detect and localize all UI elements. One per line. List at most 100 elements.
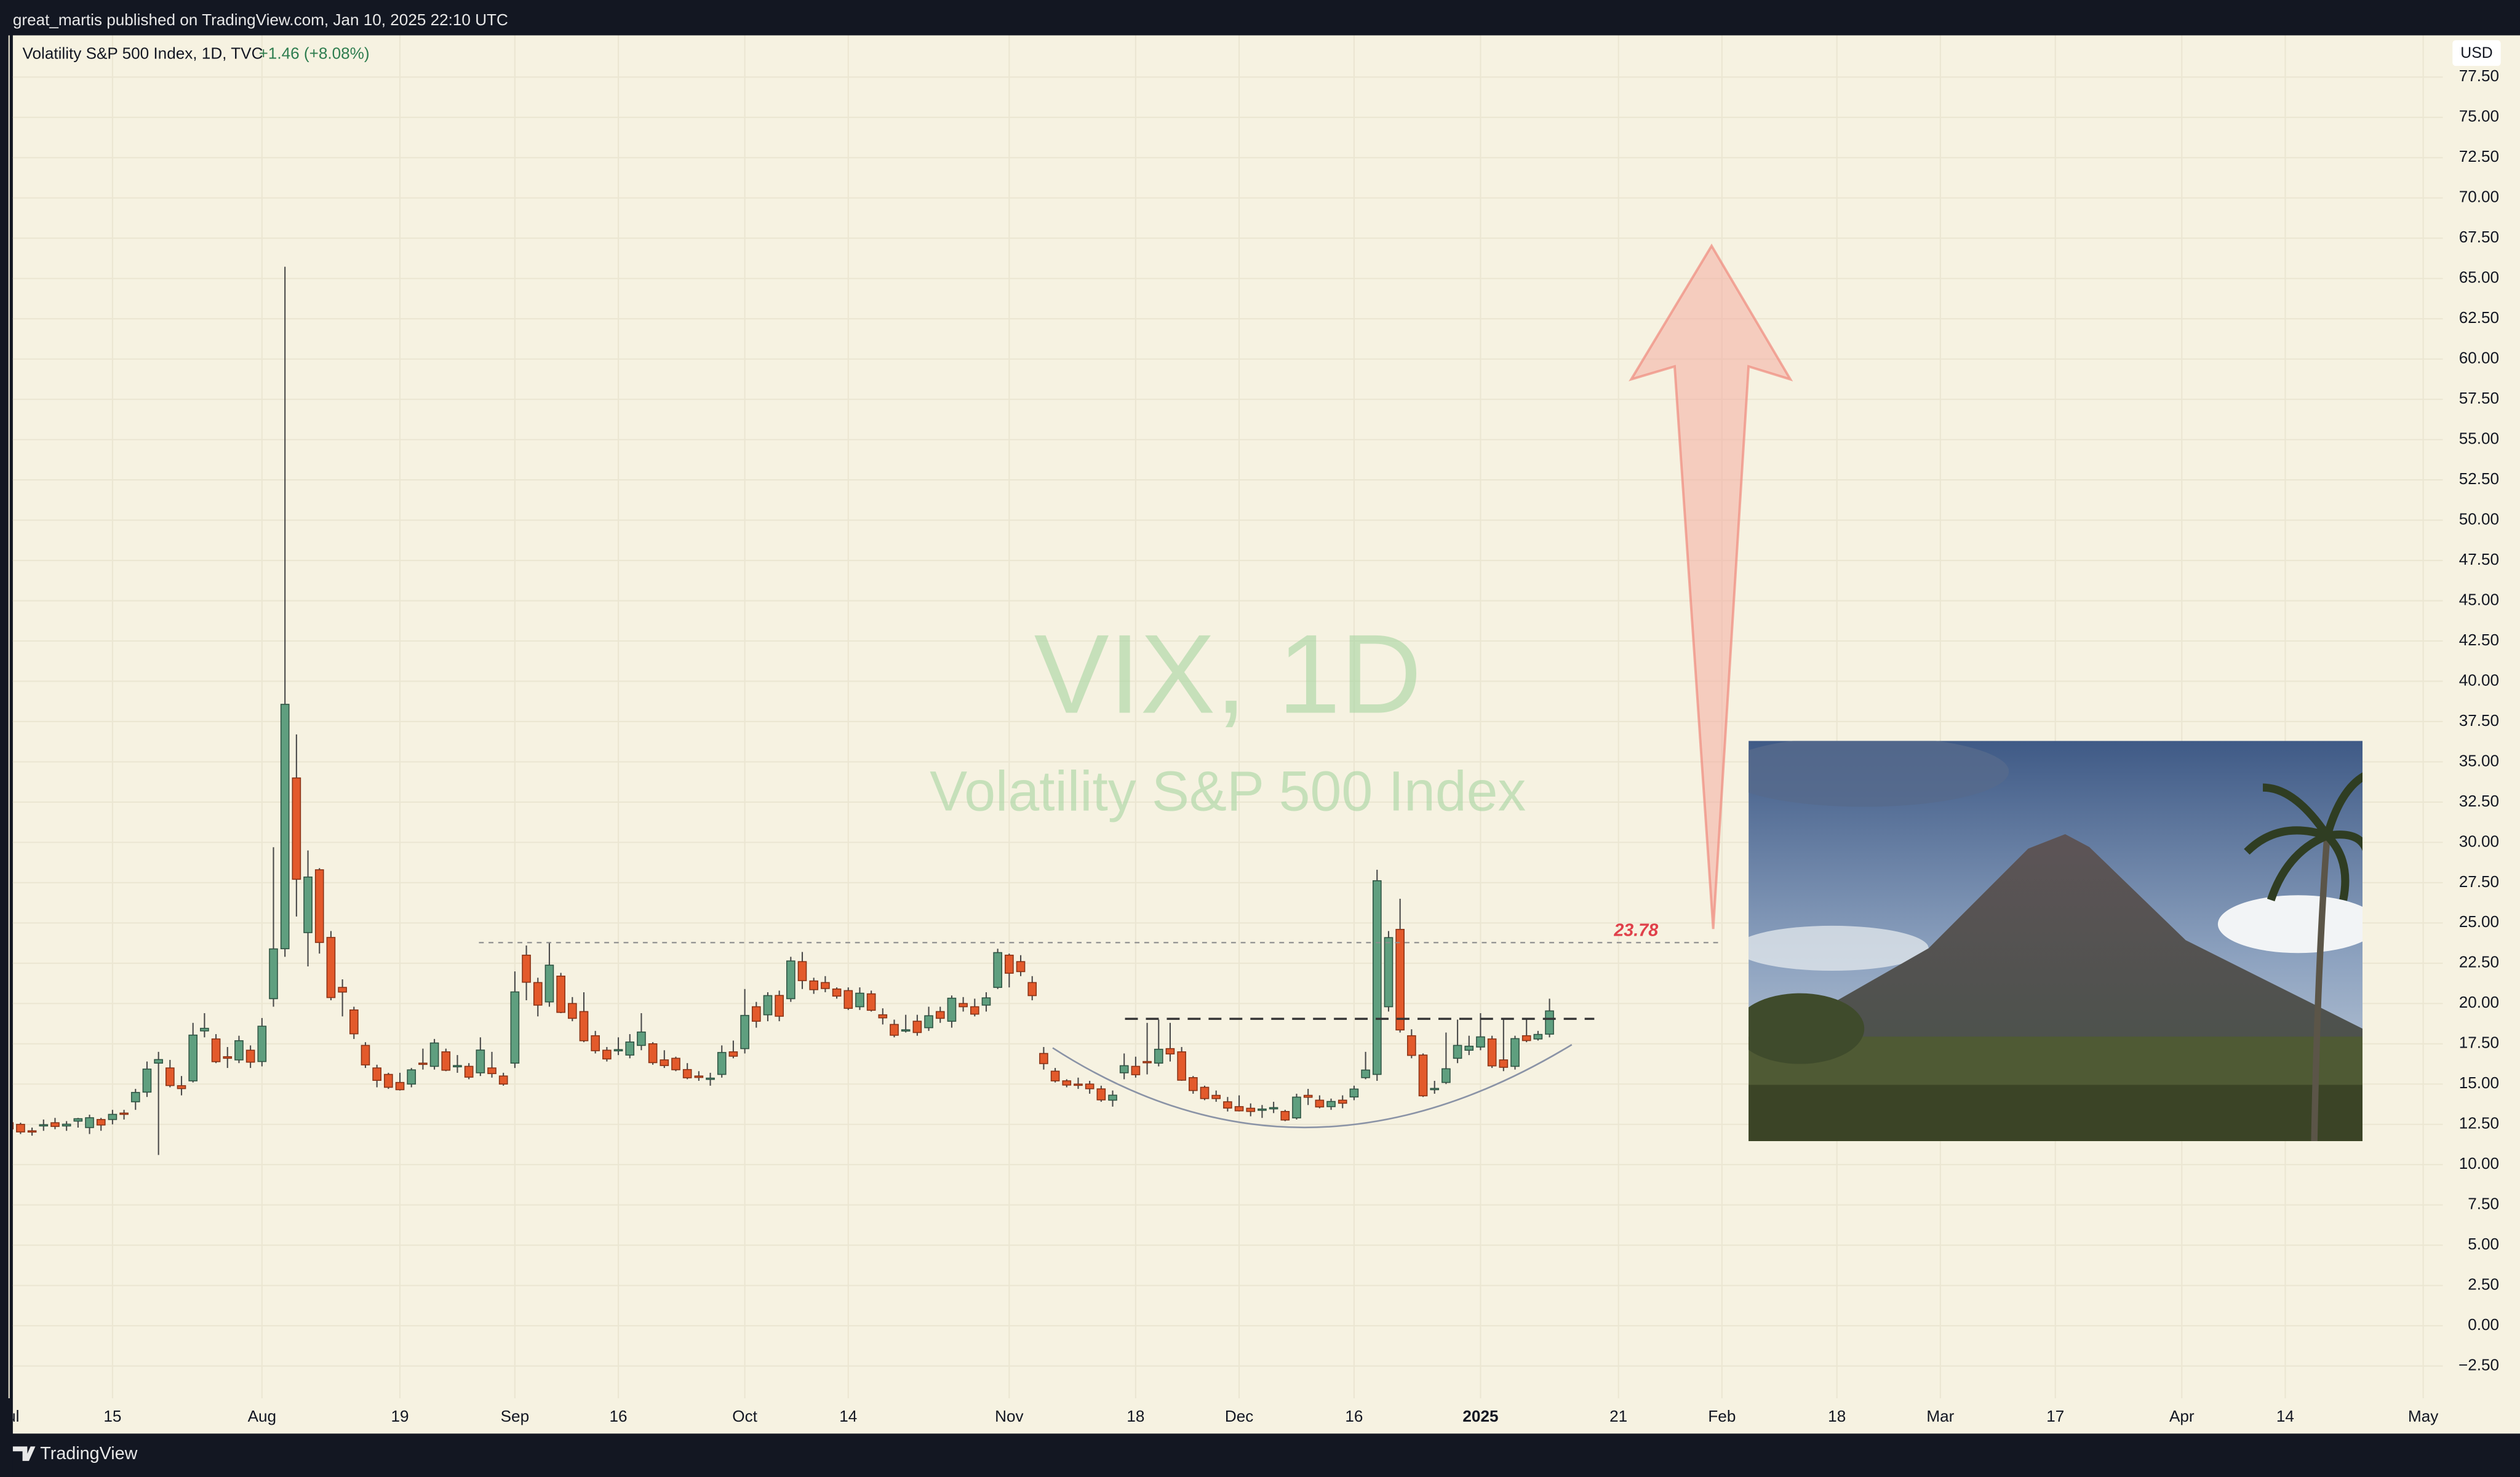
- candle-body: [694, 1075, 704, 1078]
- overlay: 23.78: [479, 921, 1720, 1020]
- y-tick-label: 27.50: [2459, 872, 2499, 891]
- y-tick-label: 0.00: [2468, 1315, 2499, 1334]
- candle-body: [429, 1042, 439, 1067]
- candle-body: [223, 1056, 233, 1059]
- candle-body: [292, 777, 301, 880]
- candle-body: [660, 1059, 669, 1066]
- candle-body: [855, 992, 864, 1008]
- x-tick-label: May: [2408, 1407, 2438, 1425]
- y-tick-label: 10.00: [2459, 1154, 2499, 1172]
- x-tick-label: 18: [1828, 1407, 1846, 1425]
- y-tick-label: 15.00: [2459, 1073, 2499, 1092]
- candle-body: [970, 1006, 979, 1015]
- candle-body: [1349, 1088, 1359, 1097]
- candle-body: [510, 991, 520, 1064]
- candle-body: [1407, 1035, 1416, 1056]
- candle-body: [1074, 1083, 1083, 1086]
- candle-body: [775, 995, 784, 1017]
- candle-body: [556, 975, 565, 1013]
- candle-body: [786, 960, 795, 1000]
- candle-body: [1177, 1051, 1186, 1081]
- y-tick-label: 30.00: [2459, 832, 2499, 850]
- y-tick-label: 52.50: [2459, 469, 2499, 488]
- candle-body: [1361, 1069, 1370, 1078]
- candle-body: [1234, 1106, 1244, 1112]
- candle-body: [1338, 1099, 1347, 1104]
- candle-body: [1223, 1101, 1232, 1109]
- candle-body: [1119, 1065, 1129, 1073]
- x-tick-label: Feb: [1708, 1407, 1736, 1425]
- candle-body: [85, 1117, 94, 1128]
- y-tick-label: 55.00: [2459, 429, 2499, 448]
- candle-body: [1326, 1101, 1336, 1107]
- candle-body: [326, 937, 336, 998]
- candle-body: [1510, 1038, 1520, 1067]
- candle-body: [395, 1081, 405, 1091]
- candle-body: [522, 954, 531, 983]
- candle-body: [1200, 1086, 1210, 1099]
- x-tick-label: 19: [391, 1407, 409, 1425]
- candle-body: [1258, 1109, 1267, 1111]
- y-tick-label: 37.50: [2459, 711, 2499, 730]
- candle-body: [1050, 1070, 1060, 1081]
- level-label: 23.78: [1613, 921, 1658, 941]
- candle-body: [591, 1035, 600, 1051]
- candle-body: [498, 1075, 508, 1085]
- candle-body: [728, 1051, 738, 1057]
- candle-body: [671, 1057, 680, 1070]
- candle-body: [1108, 1094, 1117, 1101]
- footer-bar: [12, 1433, 2520, 1477]
- candle-body: [1142, 1061, 1152, 1064]
- x-tick-label: 14: [839, 1407, 857, 1425]
- candle-body: [1154, 1048, 1163, 1064]
- candle-body: [464, 1065, 474, 1078]
- x-tick-label: Sep: [501, 1407, 529, 1425]
- x-tick-label: 15: [103, 1407, 121, 1425]
- y-tick-label: 50.00: [2459, 509, 2499, 528]
- candle-body: [407, 1069, 417, 1085]
- x-tick-label: 2025: [1462, 1407, 1498, 1425]
- candle-body: [1292, 1096, 1301, 1119]
- candle-body: [1246, 1107, 1256, 1112]
- y-tick-label: 25.00: [2459, 912, 2499, 931]
- candle-body: [142, 1069, 152, 1093]
- y-tick-label: 2.50: [2468, 1275, 2499, 1294]
- candle-body: [96, 1119, 106, 1126]
- candle-body: [73, 1118, 83, 1122]
- candle-body: [1131, 1065, 1141, 1075]
- candle-body: [1005, 954, 1014, 974]
- tradingview-logo: [12, 1446, 36, 1461]
- y-tick-label: 22.50: [2459, 953, 2499, 971]
- photo-cloud: [2217, 895, 2362, 953]
- x-tick-label: Apr: [2169, 1407, 2195, 1425]
- candle-body: [177, 1085, 186, 1089]
- candle-body: [338, 987, 347, 993]
- candle-body: [1545, 1010, 1554, 1035]
- x-tick-label: 14: [2276, 1407, 2294, 1425]
- candle-body: [1499, 1059, 1509, 1068]
- y-tick-label: 7.50: [2468, 1195, 2499, 1213]
- candle-body: [62, 1123, 71, 1127]
- y-tick-label: 47.50: [2459, 550, 2499, 568]
- x-tick-label: Aug: [248, 1407, 276, 1425]
- candle-body: [682, 1069, 692, 1078]
- candle-body: [717, 1052, 727, 1075]
- y-tick-label: 62.50: [2459, 308, 2499, 327]
- candle-body: [533, 982, 543, 1006]
- candle-body: [280, 704, 290, 950]
- candle-body: [981, 997, 991, 1006]
- candle-body: [1315, 1099, 1325, 1108]
- candle-body: [12, 1122, 14, 1129]
- y-tick-label: 75.00: [2459, 107, 2499, 125]
- candle-body: [1384, 937, 1394, 1008]
- candle-body: [947, 997, 957, 1022]
- x-tick-label: 18: [1126, 1407, 1144, 1425]
- x-tick-label: 17: [2046, 1407, 2064, 1425]
- candle-body: [1430, 1088, 1440, 1091]
- x-tick-label: Mar: [1926, 1407, 1954, 1425]
- candle-body: [211, 1038, 221, 1062]
- candle-body: [797, 961, 807, 981]
- y-tick-label: 70.00: [2459, 188, 2499, 206]
- x-tick-label: Jul: [0, 1407, 19, 1425]
